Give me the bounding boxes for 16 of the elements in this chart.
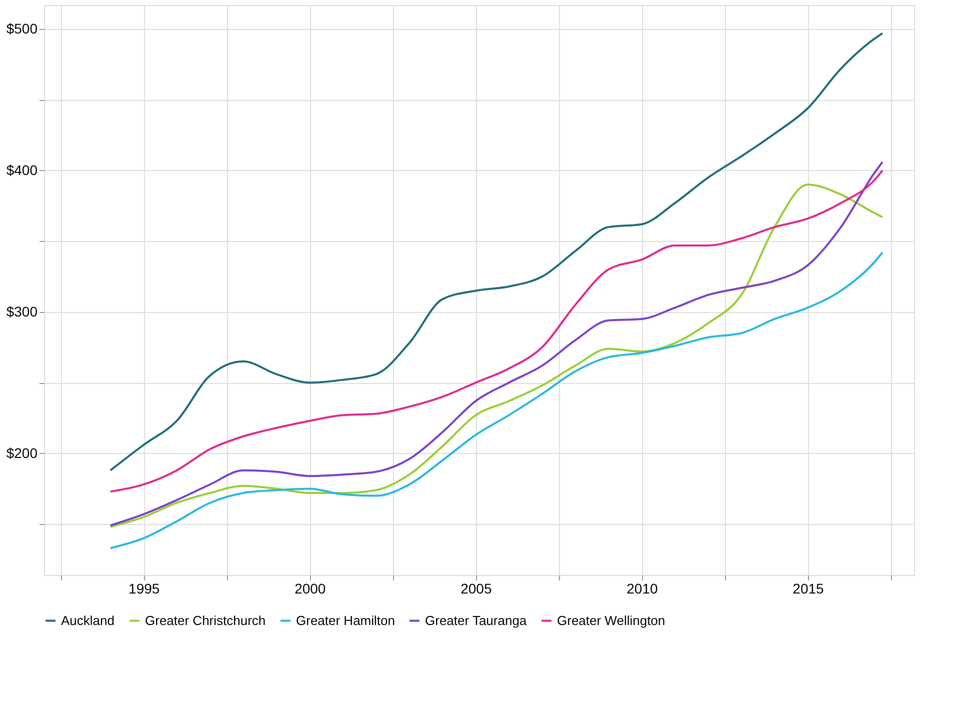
line-series — [109, 252, 884, 550]
x-tick-label: 1995 — [128, 580, 160, 596]
line-series — [109, 32, 884, 472]
legend-label: Greater Hamilton — [296, 612, 395, 628]
legend-label: Auckland — [61, 612, 114, 628]
legend-label: Greater Tauranga — [425, 612, 528, 628]
y-tick-label: $300 — [6, 303, 38, 320]
y-tick-label: $200 — [6, 444, 38, 461]
x-tick-label: 2000 — [294, 580, 326, 596]
x-tick-label: 2015 — [792, 580, 824, 596]
x-tick-label: 2010 — [626, 580, 658, 596]
y-tick-label: $500 — [6, 20, 38, 37]
legend-label: Greater Christchurch — [145, 612, 266, 628]
y-tick-label: $400 — [6, 162, 38, 178]
legend-label: Greater Wellington — [557, 612, 666, 628]
x-tick-label: 2005 — [460, 580, 492, 596]
